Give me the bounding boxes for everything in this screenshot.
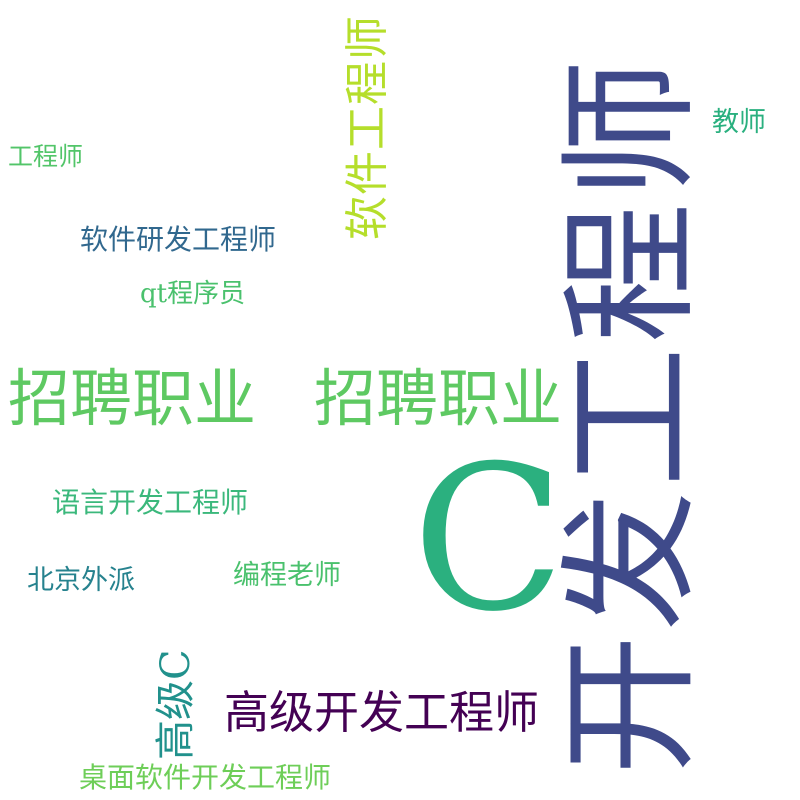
word-jiaoshi: 教师: [712, 107, 766, 138]
word-ruanjian-gongchengshi: 软件工程师: [342, 15, 393, 240]
word-ruanjian-yanfa-gongchengshi: 软件研发工程师: [80, 223, 277, 256]
word-yuyan-kaifa-gongchengshi: 语言开发工程师: [52, 486, 249, 519]
word-biancheng-laoshi: 编程老师: [233, 560, 341, 591]
word-gaoji-kaifa-gongchengshi: 高级开发工程师: [224, 686, 540, 739]
word-gaoji-c: 高级C: [153, 649, 199, 760]
word-zhaopin-zhiye-right: 招聘职业: [314, 362, 563, 435]
word-gongchengshi: 工程师: [8, 142, 84, 171]
word-zhaopin-zhiye-left: 招聘职业: [8, 362, 257, 435]
word-qt-chengxuyuan: qt程序员: [140, 279, 246, 309]
word-zhuomian-ruanjian-kaifa-gongchengshi: 桌面软件开发工程师: [79, 761, 332, 794]
word-c: C: [412, 423, 566, 656]
word-kaifa-gongchengshi: 开发工程师: [550, 54, 713, 775]
word-beijing-waipai: 北京外派: [27, 565, 135, 596]
